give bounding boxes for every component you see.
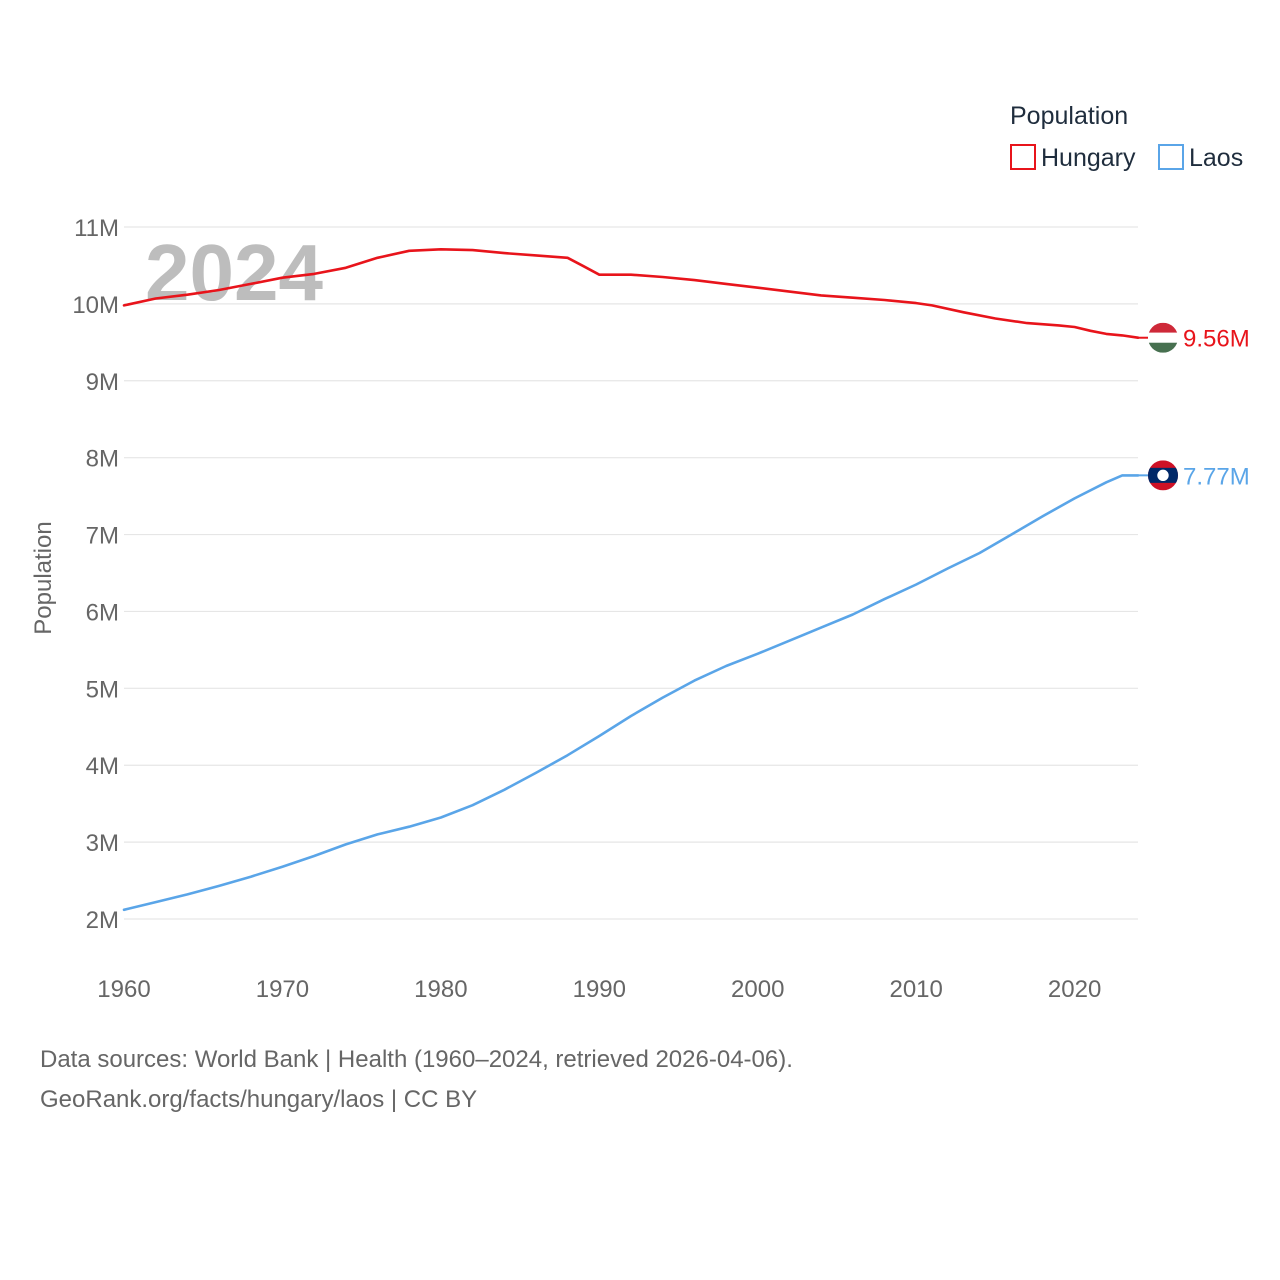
y-tick-label: 8M [86, 446, 119, 473]
y-tick-label: 2M [86, 907, 119, 934]
legend: Population Hungary Laos [1010, 102, 1243, 172]
x-tick-label: 1960 [97, 976, 150, 1003]
data-sources-text: Data sources: World Bank | Health (1960–… [40, 1046, 793, 1073]
year-watermark: 2024 [145, 228, 323, 317]
x-tick-label: 1970 [256, 976, 309, 1003]
legend-item-hungary[interactable]: Hungary [1010, 144, 1136, 172]
x-axis-ticks: 1960 1970 1980 1990 2000 2010 2020 [97, 976, 1101, 1003]
series-line-laos[interactable] [122, 474, 1140, 912]
legend-title: Population [1010, 102, 1128, 130]
legend-item-laos[interactable]: Laos [1158, 144, 1243, 172]
y-tick-label: 7M [86, 523, 119, 550]
x-tick-label: 1980 [414, 976, 467, 1003]
legend-label-laos: Laos [1189, 144, 1243, 172]
legend-label-hungary: Hungary [1041, 144, 1136, 172]
y-tick-label: 4M [86, 753, 119, 780]
x-tick-label: 2010 [889, 976, 942, 1003]
x-tick-label: 1990 [573, 976, 626, 1003]
end-value-label-hungary: 9.56M [1183, 326, 1250, 353]
grid [124, 226, 1138, 920]
footer: Data sources: World Bank | Health (1960–… [40, 1040, 793, 1120]
y-tick-label: 11M [74, 215, 119, 242]
y-tick-label: 10M [72, 292, 119, 319]
legend-swatch-hungary [1010, 144, 1036, 170]
y-tick-label: 6M [86, 599, 119, 626]
hungary-flag-icon [1148, 322, 1178, 353]
x-tick-label: 2000 [731, 976, 784, 1003]
legend-swatch-laos [1158, 144, 1184, 170]
y-axis-title: Population [30, 521, 57, 634]
y-tick-label: 9M [86, 369, 119, 396]
attribution-link[interactable]: GeoRank.org/facts/hungary/laos | CC BY [40, 1086, 478, 1113]
end-markers: 9.56M 7.77M [1138, 322, 1250, 491]
end-value-label-laos: 7.77M [1183, 463, 1250, 490]
laos-flag-icon [1148, 460, 1178, 491]
x-tick-label: 2020 [1048, 976, 1101, 1003]
series-line-hungary[interactable] [122, 248, 1140, 340]
y-axis-ticks: 2M 3M 4M 5M 6M 7M 8M 9M 10M 11M [72, 215, 119, 934]
series-lines [122, 248, 1140, 912]
y-tick-label: 3M [86, 830, 119, 857]
y-tick-label: 5M [86, 676, 119, 703]
